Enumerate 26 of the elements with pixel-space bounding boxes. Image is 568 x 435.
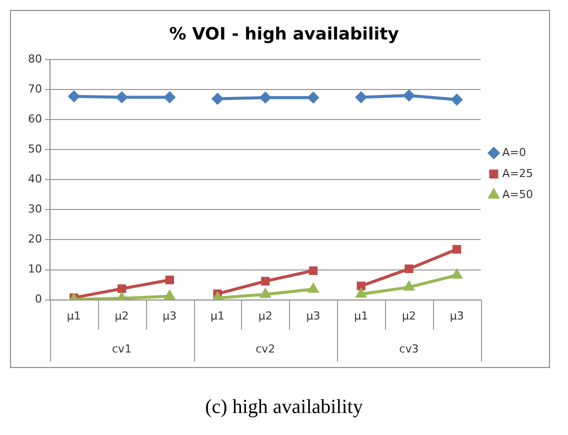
y-tick-label: 20 (28, 232, 42, 246)
y-tick-label: 40 (28, 172, 42, 186)
text: cv1 (112, 342, 132, 356)
legend-label: A=25 (502, 166, 534, 180)
legend-label: A=50 (502, 188, 534, 201)
legend-label: A=0 (502, 146, 526, 159)
y-tick-label: 10 (28, 262, 42, 276)
x-tick-label: μ2 (258, 309, 272, 322)
chart-title: % VOI - high availability (169, 24, 399, 45)
y-tick-label: 80 (28, 52, 42, 66)
x-tick-label: μ3 (450, 309, 464, 322)
x-tick-label: μ1 (66, 309, 81, 322)
x-tick-label: μ3 (306, 309, 320, 322)
x-tick-label: μ3 (162, 309, 177, 322)
y-tick-label: 30 (28, 202, 42, 216)
x-tick-label: μ2 (114, 309, 129, 322)
y-tick-label: 0 (34, 292, 42, 306)
text: (c) high availability (204, 396, 364, 419)
text: cv3 (399, 342, 419, 356)
y-tick-label: 70 (28, 82, 42, 96)
x-tick-label: μ1 (210, 309, 225, 322)
y-tick-label: 60 (28, 112, 42, 126)
text: cv2 (256, 342, 276, 356)
x-tick-label: μ2 (402, 309, 416, 322)
y-tick-label: 50 (28, 142, 42, 156)
x-tick-label: μ1 (354, 309, 368, 322)
